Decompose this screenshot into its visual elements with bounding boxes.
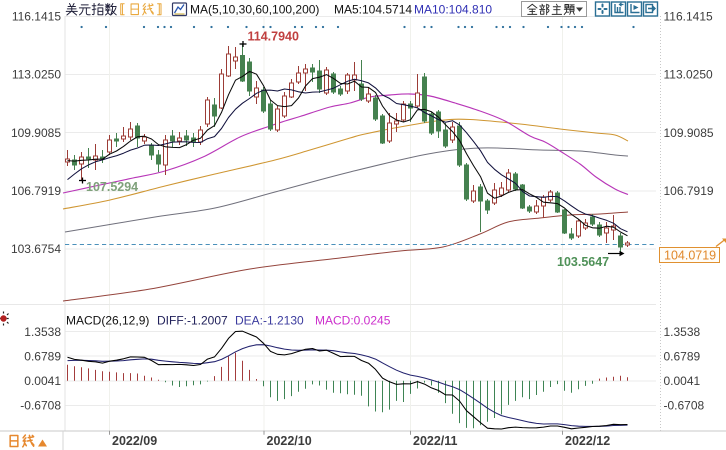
svg-text:MA10:104.810: MA10:104.810 — [414, 3, 492, 17]
svg-text:109.9085: 109.9085 — [11, 126, 61, 140]
svg-text:0.0041: 0.0041 — [24, 374, 61, 388]
svg-text:107.5294: 107.5294 — [86, 180, 138, 194]
svg-text:MA5:104.5714: MA5:104.5714 — [334, 3, 412, 17]
svg-text:-0.6708: -0.6708 — [664, 399, 705, 413]
svg-text:MACD(26,12,9): MACD(26,12,9) — [66, 314, 149, 328]
svg-text:2022/11: 2022/11 — [413, 434, 458, 448]
svg-text:106.7919: 106.7919 — [11, 184, 61, 198]
svg-text:0.6789: 0.6789 — [24, 349, 61, 363]
svg-text:1.3538: 1.3538 — [664, 325, 701, 339]
svg-text:116.1415: 116.1415 — [12, 10, 61, 24]
svg-text:103.6754: 103.6754 — [11, 242, 61, 256]
svg-text:2022/10: 2022/10 — [267, 434, 312, 448]
svg-text:113.0250: 113.0250 — [12, 68, 61, 82]
svg-text:DIFF:-1.2007: DIFF:-1.2007 — [157, 314, 228, 328]
svg-text:113.0250: 113.0250 — [664, 68, 713, 82]
svg-text:1.3538: 1.3538 — [24, 325, 61, 339]
svg-text:116.1415: 116.1415 — [664, 10, 713, 24]
svg-text:104.0719: 104.0719 — [664, 249, 716, 263]
svg-text:-0.6708: -0.6708 — [20, 399, 61, 413]
svg-text:0.6789: 0.6789 — [664, 349, 701, 363]
svg-text:2022/12: 2022/12 — [565, 434, 610, 448]
svg-text:106.7919: 106.7919 — [664, 184, 714, 198]
svg-text:MACD:0.0245: MACD:0.0245 — [315, 314, 391, 328]
svg-text:109.9085: 109.9085 — [664, 126, 714, 140]
svg-text:103.5647: 103.5647 — [557, 255, 609, 269]
svg-text:2022/09: 2022/09 — [112, 434, 157, 448]
svg-text:114.7940: 114.7940 — [248, 30, 299, 44]
svg-text:0.0041: 0.0041 — [664, 374, 701, 388]
svg-text:MA(5,10,30,60,100,200): MA(5,10,30,60,100,200) — [190, 3, 319, 17]
svg-text:DEA:-1.2130: DEA:-1.2130 — [235, 314, 304, 328]
